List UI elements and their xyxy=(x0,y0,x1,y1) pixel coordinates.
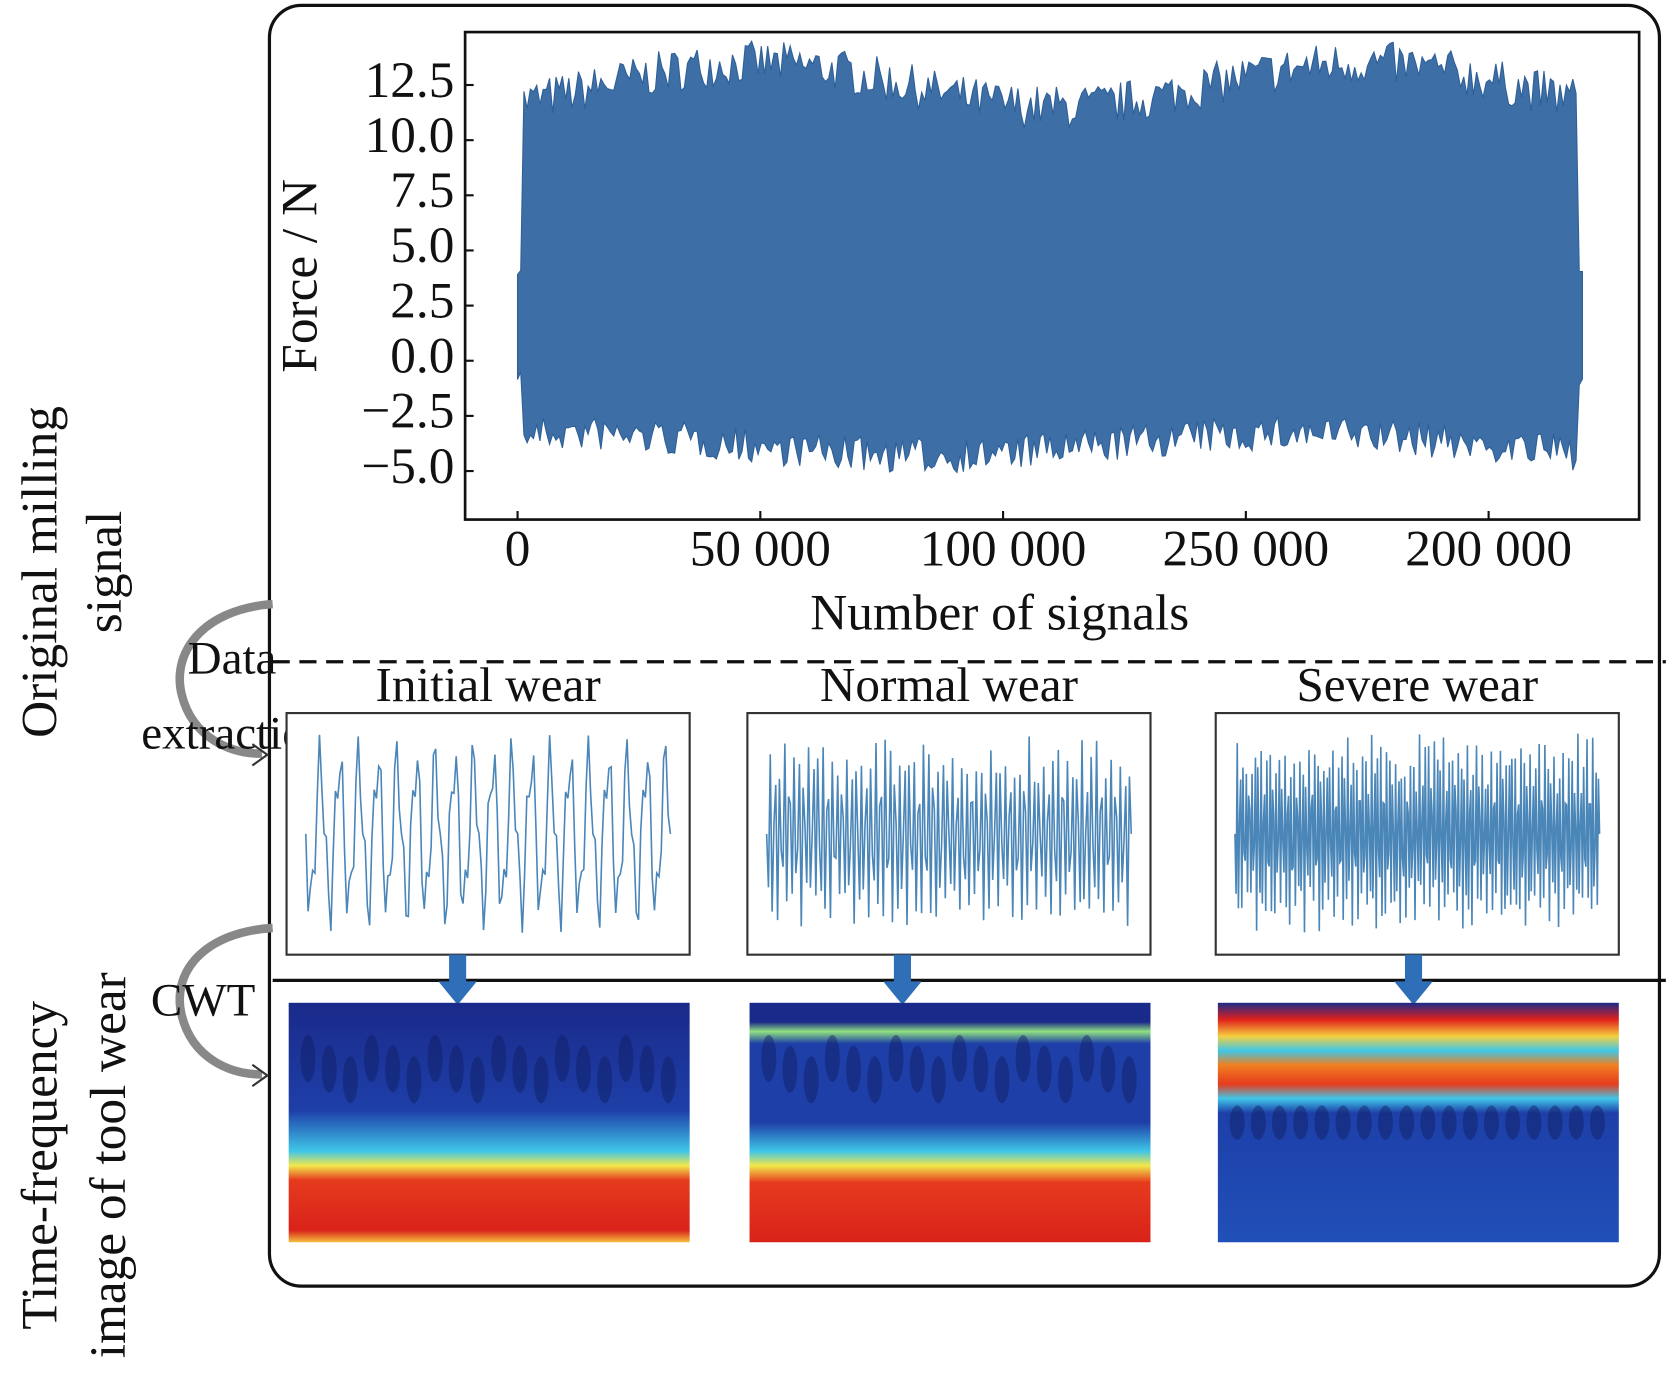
step-arrow xyxy=(175,599,273,758)
cwt-texture xyxy=(761,1034,777,1082)
y-tick-label: 0.0 xyxy=(390,328,454,385)
y-tick-label: 7.5 xyxy=(390,162,454,219)
x-tick-label: 50 000 xyxy=(690,521,831,578)
cwt-texture xyxy=(1399,1105,1415,1140)
cwt-texture xyxy=(448,1045,464,1093)
cwt-texture xyxy=(554,1034,570,1082)
cwt-texture xyxy=(491,1034,507,1082)
cwt-texture xyxy=(952,1034,968,1082)
cwt-texture xyxy=(660,1056,676,1104)
down-arrow xyxy=(438,954,477,1005)
step-label: Data xyxy=(188,633,277,685)
cwt-texture xyxy=(1441,1105,1457,1140)
cwt-image xyxy=(749,1002,1151,1243)
x-tick-label: 0 xyxy=(505,521,531,578)
waveform xyxy=(1234,733,1601,933)
y-axis-label: Force / N xyxy=(272,179,329,373)
step-arrow xyxy=(175,923,273,1079)
y-tick-label: 2.5 xyxy=(390,272,454,329)
cwt-texture xyxy=(888,1034,904,1082)
side-label: image of tool wear xyxy=(80,972,137,1358)
cwt-texture xyxy=(364,1034,380,1082)
side-label: signal xyxy=(76,511,133,634)
cwt-texture xyxy=(1058,1056,1074,1104)
cwt-texture xyxy=(824,1034,840,1082)
panels: Initial wear Normal wear Severe wear xyxy=(285,657,1620,1243)
cwt-texture xyxy=(597,1056,613,1104)
cwt-texture xyxy=(930,1056,946,1104)
cwt-texture xyxy=(1250,1105,1266,1140)
cwt-texture xyxy=(1079,1034,1095,1082)
step-arrow-head xyxy=(251,1063,270,1088)
cwt-texture xyxy=(1272,1105,1287,1140)
plot-frame xyxy=(463,30,1641,521)
cwt-texture xyxy=(1335,1105,1351,1140)
y-tick-label: 5.0 xyxy=(390,217,454,274)
cwt-texture xyxy=(867,1056,883,1104)
x-tick-label: 200 000 xyxy=(1405,521,1572,578)
cwt-texture xyxy=(1314,1105,1330,1140)
cwt-texture xyxy=(427,1034,443,1082)
cwt-texture xyxy=(994,1056,1010,1104)
y-tick-label: 12.5 xyxy=(365,52,455,109)
y-tick-label: −2.5 xyxy=(361,383,454,440)
cwt-texture xyxy=(1568,1105,1584,1140)
cwt-texture xyxy=(1036,1045,1052,1093)
cwt-texture xyxy=(1589,1105,1605,1140)
cwt-texture xyxy=(803,1056,819,1104)
cwt-texture xyxy=(1483,1105,1499,1140)
panel-title: Initial wear xyxy=(375,657,600,712)
cwt-texture xyxy=(1547,1105,1563,1140)
y-tick-label: 10.0 xyxy=(365,107,455,164)
panel-title: Severe wear xyxy=(1296,657,1538,712)
cwt-texture xyxy=(300,1034,316,1082)
cwt-texture xyxy=(1100,1045,1116,1093)
cwt-texture xyxy=(406,1056,422,1104)
cwt-texture xyxy=(1015,1034,1031,1082)
x-axis-label: Number of signals xyxy=(810,585,1189,642)
signal-band xyxy=(516,40,1583,474)
cwt-texture xyxy=(1420,1105,1436,1140)
cwt-texture xyxy=(846,1045,862,1093)
cwt-texture xyxy=(533,1056,549,1104)
cwt-texture xyxy=(909,1045,925,1093)
signal xyxy=(516,40,1583,474)
cwt-texture xyxy=(385,1045,401,1093)
step-label: CWT xyxy=(151,975,256,1027)
cwt-image xyxy=(1217,1002,1619,1243)
x-tick-label: 250 000 xyxy=(1162,521,1329,578)
cwt-texture xyxy=(782,1045,798,1093)
cwt-texture xyxy=(1356,1105,1372,1140)
cwt-image xyxy=(288,1002,690,1243)
cwt-texture xyxy=(512,1045,528,1093)
cwt-texture xyxy=(470,1056,485,1104)
side-label: Original milling xyxy=(12,406,69,738)
cwt-texture xyxy=(321,1045,337,1093)
panel-title: Normal wear xyxy=(820,657,1078,712)
cwt-texture xyxy=(1293,1105,1309,1140)
cwt-texture xyxy=(342,1056,358,1104)
cwt-texture xyxy=(973,1045,989,1093)
cwt-texture xyxy=(1121,1056,1137,1104)
outer-frame xyxy=(267,3,1662,1288)
cwt-texture xyxy=(1377,1105,1393,1140)
side-label: Time-frequency xyxy=(12,1001,69,1330)
down-arrow xyxy=(1394,954,1433,1005)
cwt-texture xyxy=(1526,1105,1542,1140)
cwt-texture xyxy=(1229,1105,1245,1140)
cwt-texture xyxy=(1505,1105,1521,1140)
cwt-texture xyxy=(639,1045,655,1093)
waveform xyxy=(304,734,672,933)
waveform xyxy=(765,736,1133,927)
y-tick-label: −5.0 xyxy=(361,438,454,495)
x-tick-label: 100 000 xyxy=(920,521,1087,578)
cwt-texture xyxy=(576,1045,591,1093)
step-arrow-head xyxy=(251,743,270,767)
cwt-texture xyxy=(618,1034,634,1082)
down-arrow xyxy=(883,954,922,1005)
cwt-texture xyxy=(1462,1105,1478,1140)
